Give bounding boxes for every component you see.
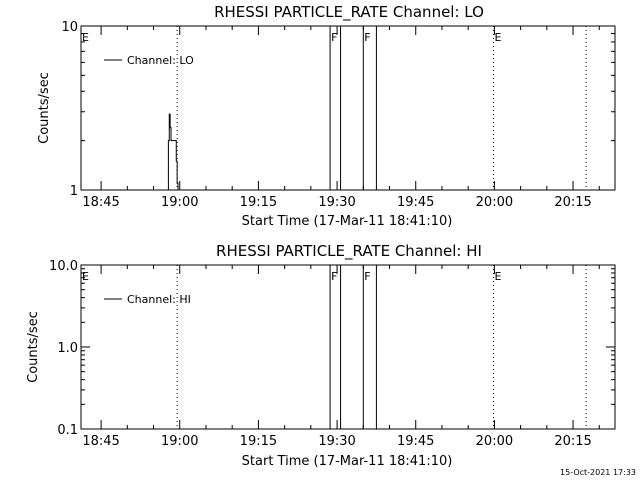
panel-hi-ytick-label: 0.1 [57, 423, 78, 438]
panel-lo-marker-label: E [495, 31, 502, 44]
panel-lo-marker-label: F [364, 31, 370, 44]
footer-timestamp: 15-Oct-2021 17:33 [560, 468, 636, 477]
panel-lo-xtick-label: 20:00 [476, 195, 513, 210]
panel-hi-legend: Channel: HI [104, 293, 191, 306]
panel-lo-xtick-label: 20:15 [554, 195, 591, 210]
panel-lo-xtick-label: 19:15 [240, 195, 277, 210]
panel-lo-xtick-label: 19:30 [318, 195, 355, 210]
panel-hi-xtick-label: 19:45 [397, 434, 434, 449]
panel-hi: RHESSI PARTICLE_RATE Channel: HI 18:45 19… [26, 242, 616, 469]
panel-hi-marker-label: F [331, 270, 337, 283]
panel-lo-marker-label: E [82, 31, 89, 44]
panel-lo-legend: Channel: LO [104, 54, 194, 67]
panel-lo: RHESSI PARTICLE_RATE Channel: LO 18:45 19… [37, 3, 616, 229]
panel-hi-ylabel: Counts/sec [26, 311, 41, 383]
panel-lo-marks: 18:45 19:00 19:15 19:30 19:45 20:00 20:15 1 10 E F… [61, 20, 615, 210]
panel-lo-xtick-label: 18:45 [82, 195, 119, 210]
panel-lo-ylabel: Counts/sec [37, 72, 52, 144]
panel-hi-xlabel: Start Time (17-Mar-11 18:41:10) [242, 454, 453, 469]
panel-lo-xtick-label: 19:45 [397, 195, 434, 210]
panel-hi-xtick-label: 20:00 [476, 434, 513, 449]
panel-hi-frame [80, 264, 616, 430]
panel-hi-xtick-label: 19:15 [240, 434, 277, 449]
panel-lo-title: RHESSI PARTICLE_RATE Channel: LO [214, 3, 484, 22]
panel-hi-ytick-label: 1.0 [57, 341, 78, 356]
panel-hi-marks: 18:45 19:00 19:15 19:30 19:45 20:00 20:15 0.1 1.… [49, 259, 615, 449]
panel-hi-xtick-label: 19:00 [161, 434, 198, 449]
panel-hi-xtick-label: 20:15 [554, 434, 591, 449]
panel-lo-xtick-label: 19:00 [161, 195, 198, 210]
panel-hi-marker-label: E [495, 270, 502, 283]
panel-hi-xtick-label: 19:30 [318, 434, 355, 449]
panel-hi-xtick-label: 18:45 [82, 434, 119, 449]
panel-lo-legend-label: Channel: LO [127, 54, 194, 67]
panel-hi-legend-label: Channel: HI [127, 293, 191, 306]
panel-lo-ytick-label: 10 [61, 20, 78, 35]
panel-hi-marker-label: E [82, 270, 89, 283]
panel-lo-series-line [167, 113, 179, 191]
panel-lo-frame [80, 25, 616, 191]
panel-lo-marker-label: F [331, 31, 337, 44]
panel-hi-marker-label: F [364, 270, 370, 283]
panel-lo-ytick-label: 1 [70, 184, 78, 199]
panel-hi-title: RHESSI PARTICLE_RATE Channel: HI [216, 242, 482, 261]
panel-hi-ytick-label: 10.0 [49, 259, 78, 274]
panel-lo-xlabel: Start Time (17-Mar-11 18:41:10) [242, 214, 453, 229]
